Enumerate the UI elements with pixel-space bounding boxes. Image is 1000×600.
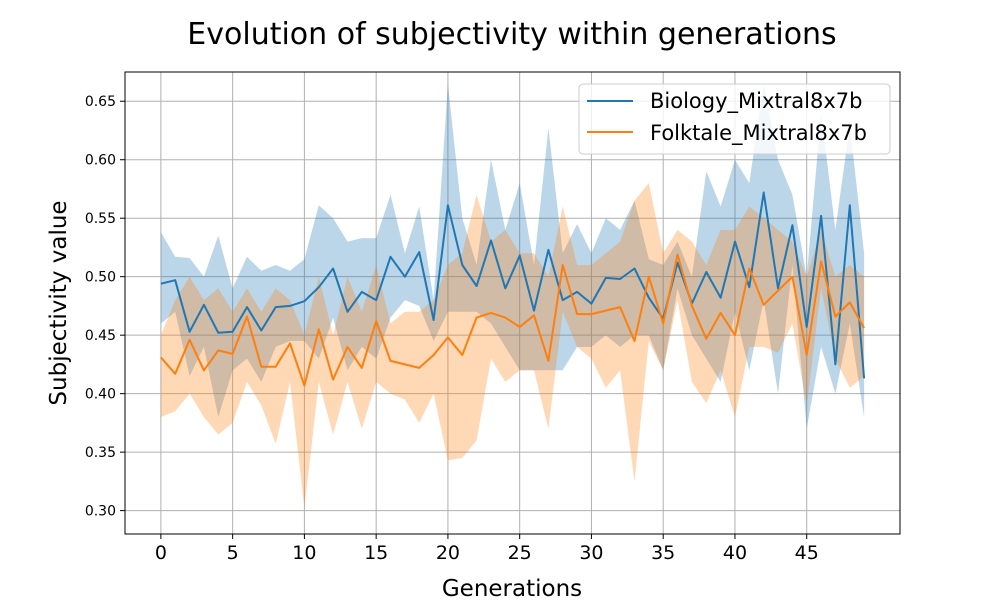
x-tick-label: 5 (227, 542, 239, 564)
x-tick-label: 15 (364, 542, 388, 564)
x-tick-label: 10 (292, 542, 316, 564)
y-tick-label: 0.65 (85, 94, 116, 110)
x-tick-label: 45 (795, 542, 819, 564)
line-folktale (160, 253, 865, 387)
chart-title: Evolution of subjectivity within generat… (187, 17, 836, 52)
y-tick-label: 0.60 (85, 153, 116, 169)
legend-label-biology: Biology_Mixtral8x7b (650, 89, 862, 114)
x-tick-label: 25 (508, 542, 532, 564)
line-layer (160, 191, 866, 387)
x-tick-label: 0 (155, 542, 167, 564)
y-tick-label: 0.50 (85, 270, 116, 286)
y-tick-label: 0.35 (85, 445, 116, 461)
y-tick-label: 0.55 (85, 211, 116, 227)
band-layer (160, 83, 865, 509)
band-biology (160, 83, 865, 429)
legend: Biology_Mixtral8x7b Folktale_Mixtral8x7b (578, 83, 891, 155)
plot-frame (124, 71, 901, 535)
x-tick-label: 20 (436, 542, 460, 564)
y-axis-label: Subjectivity value (46, 200, 72, 405)
x-tick-label: 40 (723, 542, 747, 564)
y-tick-label: 0.40 (85, 387, 116, 403)
y-tick-label: 0.30 (85, 504, 116, 520)
y-tick-label: 0.45 (85, 328, 116, 344)
legend-box (578, 83, 891, 155)
tick-layer: 0 5 10 15 20 25 30 35 40 45 0.30 0.35 0.40 0.45 0.50 0.… (85, 94, 819, 564)
legend-label-folktale: Folktale_Mixtral8x7b (650, 121, 867, 146)
x-tick-label: 30 (579, 542, 603, 564)
x-axis-label: Generations (442, 576, 582, 600)
band-folktale (160, 183, 865, 509)
x-tick-label: 35 (651, 542, 675, 564)
